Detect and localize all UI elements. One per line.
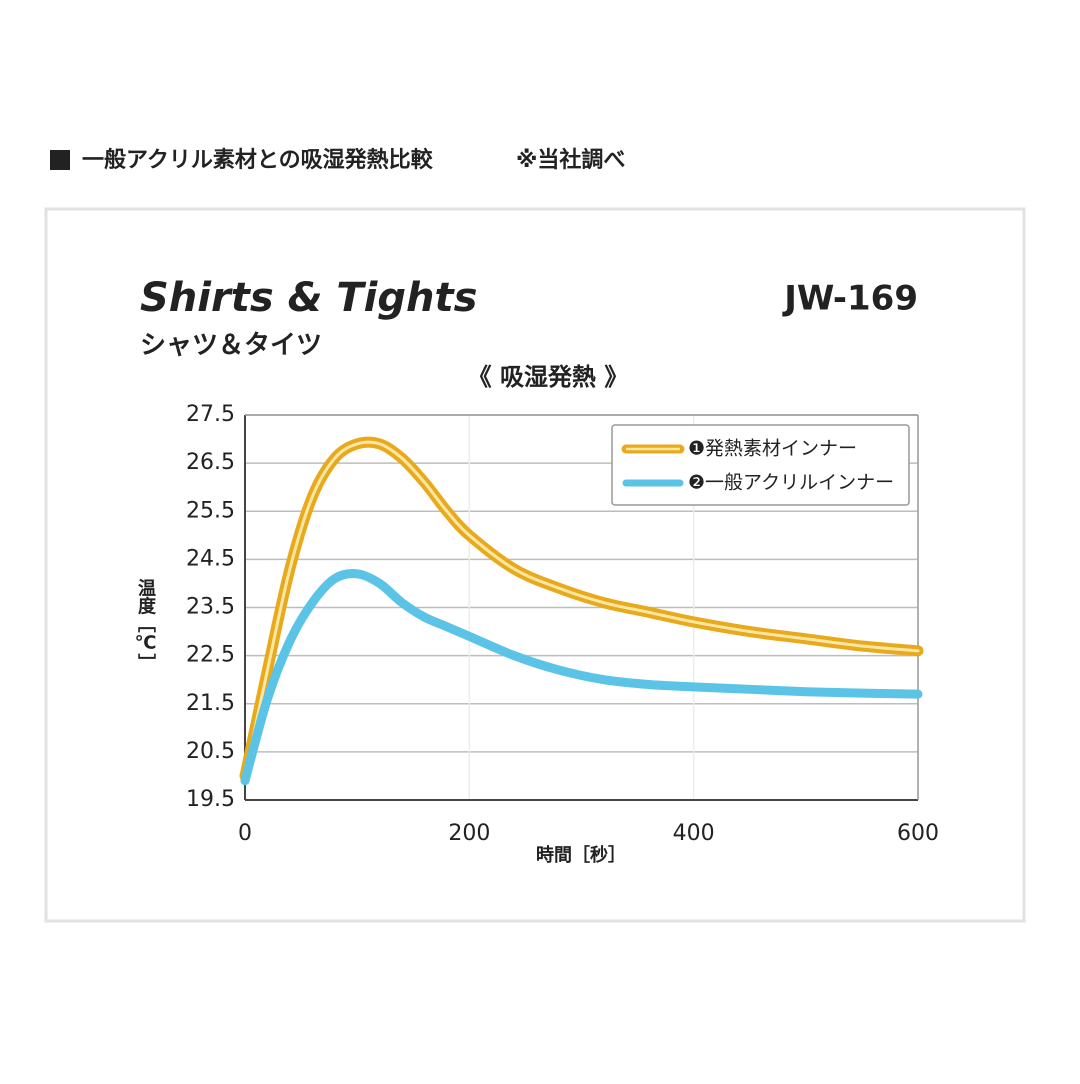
y-tick-label: 20.5	[186, 739, 235, 764]
x-tick-label: 600	[897, 821, 939, 846]
legend-label: ❶発熱素材インナー	[688, 438, 857, 460]
x-tick-label: 200	[448, 821, 490, 846]
legend-box	[611, 424, 910, 506]
y-tick-label: 27.5	[186, 402, 235, 427]
x-tick-label: 0	[238, 821, 252, 846]
series-line-highlight	[243, 440, 920, 778]
y-tick-label: 26.5	[186, 450, 235, 475]
chart-title: Shirts & Tights	[140, 275, 477, 321]
heading: 一般アクリル素材との吸湿発熱比較	[82, 147, 434, 173]
frame	[44, 207, 1026, 923]
legend-label: ❷一般アクリルインナー	[688, 472, 894, 494]
y-tick-label: 25.5	[186, 498, 235, 523]
y-tick-label: 23.5	[186, 595, 235, 620]
y-tick-label: 24.5	[186, 546, 235, 571]
y-tick-label: 21.5	[186, 691, 235, 716]
series-line	[240, 569, 923, 786]
x-axis-label: 時間［秒］	[536, 844, 626, 866]
y-tick-label: 19.5	[186, 787, 235, 812]
y-axis-label: 温度［℃］	[135, 578, 156, 671]
subtitle: シャツ＆タイツ	[140, 331, 322, 361]
plot-title: 《 吸湿発熱 》	[468, 363, 629, 391]
x-tick-label: 400	[673, 821, 715, 846]
note: ※当社調べ	[516, 147, 625, 173]
y-tick-label: 22.5	[186, 643, 235, 668]
model: JW-169	[782, 279, 918, 319]
heading-bullet	[50, 150, 70, 170]
